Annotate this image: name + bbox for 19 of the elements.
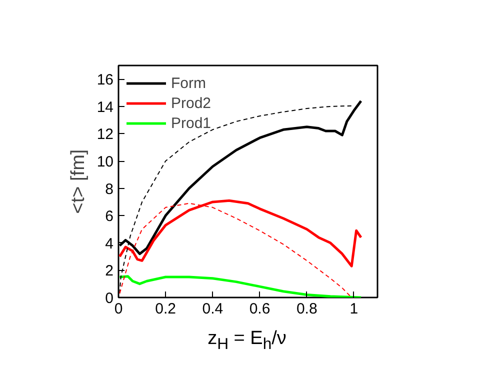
y-tick-label: 0	[105, 290, 114, 307]
x-tick-label: 0.2	[155, 300, 176, 318]
y-tick-label: 6	[105, 208, 114, 226]
y-tick-label: 14	[96, 98, 114, 116]
y-tick-label: 12	[96, 126, 114, 144]
x-axis-title: z$_{H}$ = E$_{h}$/ν	[208, 327, 286, 355]
y-tick-label: 16	[96, 72, 114, 89]
y-tick-label: 10	[96, 154, 114, 171]
legend-label: Form	[171, 74, 206, 92]
x-tick-label: 0.4	[202, 300, 224, 318]
x-tick-label: 1	[350, 300, 358, 318]
legend-label: Prod2	[171, 94, 212, 112]
y-tick-label: 2	[105, 262, 114, 280]
y-tick-label: 4	[105, 235, 114, 252]
y-tick-label: 8	[105, 180, 114, 198]
x-tick-label: 0.8	[296, 300, 318, 318]
x-tick-label: 0.6	[249, 300, 270, 318]
y-axis-title: <t> [fm]	[68, 149, 89, 214]
legend-label: Prod1	[171, 114, 212, 132]
